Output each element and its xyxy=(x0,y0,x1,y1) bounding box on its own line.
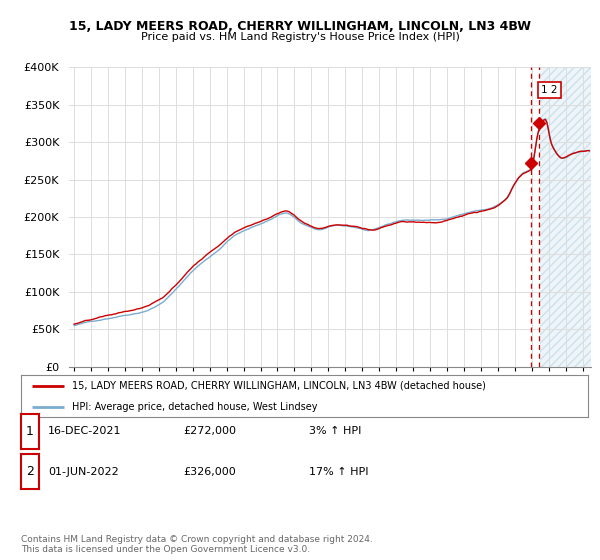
Text: 16-DEC-2021: 16-DEC-2021 xyxy=(48,426,121,436)
Text: 17% ↑ HPI: 17% ↑ HPI xyxy=(309,466,368,477)
Text: £326,000: £326,000 xyxy=(183,466,236,477)
Text: 1 2: 1 2 xyxy=(541,85,558,95)
Text: 3% ↑ HPI: 3% ↑ HPI xyxy=(309,426,361,436)
Text: £272,000: £272,000 xyxy=(183,426,236,436)
Bar xyxy=(540,67,591,367)
Text: 01-JUN-2022: 01-JUN-2022 xyxy=(48,466,119,477)
Text: 2: 2 xyxy=(26,465,34,478)
Text: 15, LADY MEERS ROAD, CHERRY WILLINGHAM, LINCOLN, LN3 4BW: 15, LADY MEERS ROAD, CHERRY WILLINGHAM, … xyxy=(69,20,531,32)
Text: Contains HM Land Registry data © Crown copyright and database right 2024.
This d: Contains HM Land Registry data © Crown c… xyxy=(21,535,373,554)
Text: Price paid vs. HM Land Registry's House Price Index (HPI): Price paid vs. HM Land Registry's House … xyxy=(140,32,460,43)
Text: HPI: Average price, detached house, West Lindsey: HPI: Average price, detached house, West… xyxy=(72,402,317,412)
Text: 15, LADY MEERS ROAD, CHERRY WILLINGHAM, LINCOLN, LN3 4BW (detached house): 15, LADY MEERS ROAD, CHERRY WILLINGHAM, … xyxy=(72,381,486,391)
Text: 1: 1 xyxy=(26,424,34,438)
Bar xyxy=(540,67,591,367)
